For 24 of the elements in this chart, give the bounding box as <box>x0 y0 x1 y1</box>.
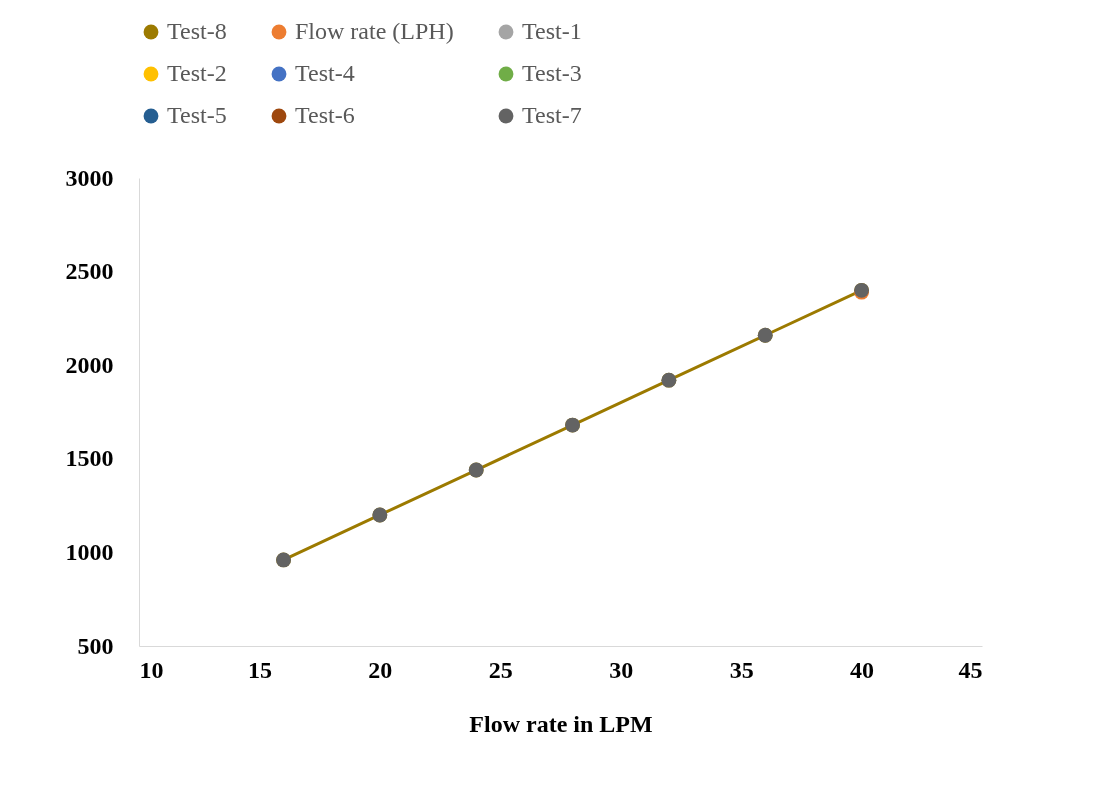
legend-label: Flow rate (LPH) <box>295 18 454 44</box>
x-tick-label: 25 <box>488 656 513 683</box>
y-tick-label: 2000 <box>65 351 114 378</box>
y-tick-label: 1000 <box>65 538 114 565</box>
y-tick-label: 2500 <box>65 258 114 285</box>
x-tick-label: 10 <box>139 656 164 683</box>
x-tick-label: 20 <box>368 656 393 683</box>
legend-label: Test-6 <box>295 102 355 128</box>
y-tick-label: 1500 <box>65 445 114 472</box>
x-tick-label: 35 <box>729 656 754 683</box>
x-tick-label: 45 <box>958 656 983 683</box>
legend-label: Test-5 <box>167 102 227 128</box>
legend-label: Test-1 <box>522 18 582 44</box>
legend-label: Test-2 <box>167 60 227 86</box>
x-tick-label: 40 <box>850 656 875 683</box>
x-axis-title: Flow rate in LPM <box>469 710 653 737</box>
legend-label: Test-7 <box>522 102 582 128</box>
legend-label: Test-8 <box>167 18 227 44</box>
x-tick-label: 30 <box>609 656 634 683</box>
y-tick-label: 3000 <box>65 164 114 191</box>
x-tick-label: 15 <box>247 656 272 683</box>
legend-label: Test-3 <box>522 60 582 86</box>
y-tick-label: 500 <box>77 632 114 659</box>
legend-label: Test-4 <box>295 60 355 86</box>
